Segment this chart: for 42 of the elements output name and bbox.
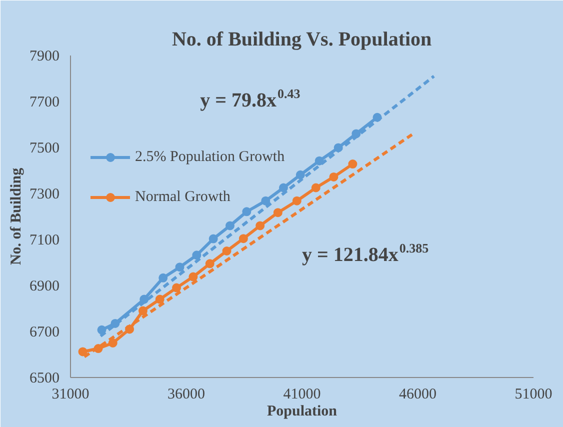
point — [278, 183, 288, 192]
point — [256, 221, 265, 230]
point — [158, 273, 168, 282]
point — [242, 207, 252, 216]
y-tick-label: 7100 — [30, 232, 60, 248]
x-tick-label: 46000 — [399, 386, 436, 402]
point — [108, 338, 118, 348]
x-tick-label: 41000 — [283, 386, 321, 402]
point — [329, 172, 338, 182]
y-tick-label: 6700 — [30, 324, 60, 340]
x-tick-label: 36000 — [168, 386, 205, 402]
point — [226, 221, 235, 230]
point — [348, 160, 358, 169]
point — [311, 183, 320, 192]
y-tick-label: 6500 — [30, 370, 60, 386]
x-tick-label: 31000 — [52, 386, 90, 402]
legend-label: 2.5% Population Growth — [135, 148, 285, 166]
x-axis-title: Population — [266, 404, 338, 420]
point — [296, 170, 305, 180]
x-tick-label: 51000 — [514, 386, 552, 402]
point — [208, 234, 218, 244]
y-tick-label: 6900 — [30, 278, 60, 294]
y-tick-label: 7900 — [30, 48, 60, 64]
point — [78, 347, 88, 356]
chart-title: No. of Building Vs. Population — [172, 28, 432, 50]
point — [292, 196, 302, 206]
point — [205, 259, 214, 268]
y-tick-label: 7500 — [30, 140, 60, 156]
point — [175, 262, 184, 272]
point — [138, 306, 148, 316]
point — [238, 234, 248, 244]
point — [261, 196, 270, 206]
y-tick-label: 7300 — [30, 186, 60, 202]
legend-label: Normal Growth — [135, 188, 230, 206]
y-axis-title: No. of Building — [8, 167, 24, 266]
y-tick-label: 7700 — [30, 94, 60, 110]
point — [188, 272, 198, 282]
point — [172, 283, 182, 292]
point — [273, 208, 282, 218]
point — [192, 250, 202, 260]
point — [222, 246, 232, 256]
point — [155, 294, 164, 304]
